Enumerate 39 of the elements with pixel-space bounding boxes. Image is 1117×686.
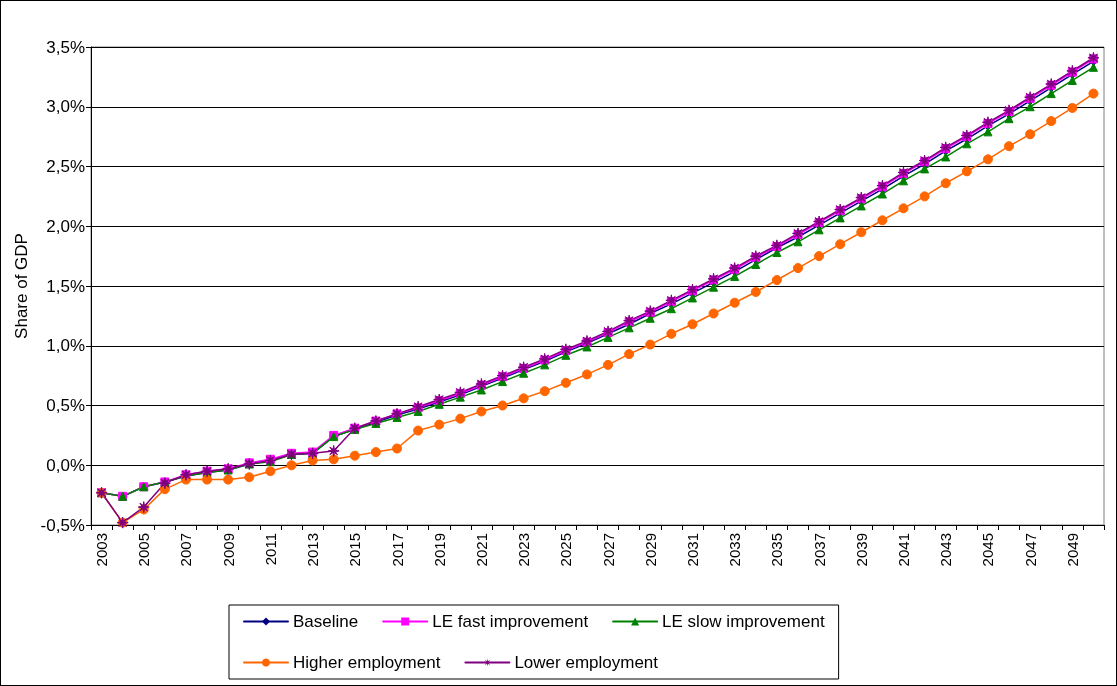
x-tick-label: 2043	[937, 533, 955, 567]
x-tick-label: 2023	[515, 533, 533, 567]
x-tick-label: 2031	[683, 533, 701, 567]
x-tick-label: 2019	[430, 533, 448, 567]
x-tick-label: 2021	[472, 533, 490, 567]
legend-label: Baseline	[293, 612, 359, 631]
y-tick-label: 2,0%	[46, 216, 85, 236]
y-tick-label: 3,5%	[46, 37, 85, 57]
legend-label: LE slow improvement	[662, 612, 825, 631]
x-tick-label: 2017	[388, 533, 406, 567]
y-tick-label: 2,5%	[46, 157, 85, 176]
legend-label: Higher employment	[293, 653, 441, 672]
x-tick-label: 2015	[346, 533, 364, 567]
x-tick-label: 2011	[261, 533, 279, 566]
x-tick-label: 2029	[641, 533, 659, 567]
y-tick-label: 1,0%	[46, 336, 85, 356]
y-tick-label: 0,0%	[46, 455, 85, 475]
x-tick-label: 2037	[810, 533, 828, 567]
x-tick-label: 2039	[852, 533, 870, 567]
x-tick-label: 2047	[1021, 533, 1039, 567]
y-axis-title: Share of GDP	[11, 233, 31, 339]
x-tick-label: 2013	[304, 533, 322, 567]
x-tick-label: 2049	[1063, 533, 1081, 567]
x-tick-label: 2003	[93, 533, 111, 567]
y-tick-label: 0,5%	[46, 396, 85, 415]
y-tick-label: 3,0%	[46, 97, 85, 117]
x-tick-label: 2007	[177, 533, 195, 567]
x-tick-label: 2035	[768, 533, 786, 567]
x-tick-label: 2005	[135, 533, 153, 567]
x-tick-label: 2009	[219, 533, 237, 567]
y-tick-label: -0,5%	[40, 515, 85, 535]
x-tick-label: 2041	[895, 533, 913, 567]
legend-label: Lower employment	[514, 653, 659, 672]
x-tick-label: 2033	[726, 533, 744, 567]
x-tick-label: 2025	[557, 533, 575, 567]
legend-label: LE fast improvement	[432, 612, 589, 631]
x-tick-label: 2027	[599, 533, 617, 567]
x-tick-label: 2045	[979, 533, 997, 567]
y-tick-label: 1,5%	[46, 276, 85, 296]
